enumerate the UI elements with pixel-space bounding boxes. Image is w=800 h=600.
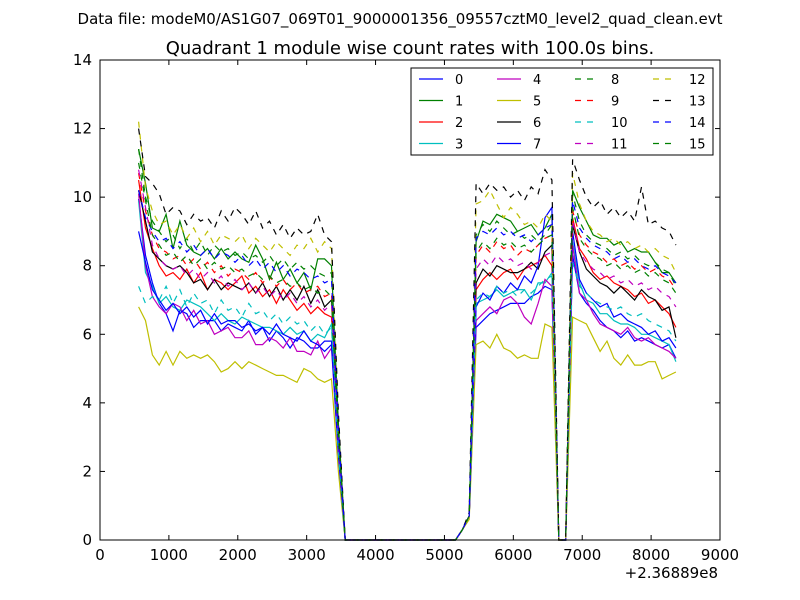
x-tick-label: 2000 [219, 546, 257, 564]
series-line-9 [138, 172, 677, 541]
x-tick-label: 3000 [288, 546, 326, 564]
plot-area: 0 1000 2000 3000 4000 5000 6000 7000 8000 9000 0 2 4… [73, 51, 739, 564]
legend-label-4: 4 [533, 73, 541, 88]
series-line-14 [138, 190, 677, 541]
x-tick-label: 7000 [563, 546, 601, 564]
series-line-12 [138, 121, 677, 541]
series-line-11 [138, 169, 677, 541]
legend-label-2: 2 [455, 116, 463, 131]
legend-label-5: 5 [533, 95, 541, 110]
legend-label-1: 1 [455, 95, 463, 110]
x-tick-label: 0 [95, 546, 105, 564]
legend-label-3: 3 [455, 138, 463, 153]
legend-box [410, 67, 714, 156]
y-tick-label: 2 [82, 462, 92, 480]
axes-frame [99, 59, 721, 541]
x-tick-label: 1000 [150, 546, 188, 564]
series-line-8 [138, 149, 677, 541]
y-tick-label: 6 [82, 325, 92, 343]
series-line-13 [138, 128, 677, 541]
legend-label-9: 9 [611, 95, 619, 110]
y-tick-label: 14 [73, 51, 92, 69]
x-axis-offset-label: +2.36889e8 [625, 564, 718, 582]
legend-label-11: 11 [611, 138, 628, 153]
y-tick-label: 8 [82, 257, 92, 275]
chart-title: Quadrant 1 module wise count rates with … [166, 38, 655, 59]
y-tick-label: 0 [82, 531, 92, 549]
series-line-10 [138, 262, 677, 541]
x-tick-label: 4000 [356, 546, 394, 564]
legend-label-10: 10 [611, 116, 628, 131]
x-tick-label: 5000 [425, 546, 463, 564]
file-suptitle: Data file: modeM0/AS1G07_069T01_90000013… [78, 10, 723, 29]
legend-label-12: 12 [689, 73, 706, 88]
x-tick-label: 9000 [701, 546, 739, 564]
y-tick-label: 10 [73, 188, 92, 206]
legend-label-15: 15 [689, 138, 706, 153]
x-tick-label: 8000 [632, 546, 670, 564]
legend-label-13: 13 [689, 95, 706, 110]
y-tick-label: 12 [73, 120, 92, 138]
y-tick-label: 4 [82, 394, 92, 412]
legend-label-7: 7 [533, 138, 541, 153]
legend-label-6: 6 [533, 116, 541, 131]
legend-label-8: 8 [611, 73, 619, 88]
legend-label-14: 14 [689, 116, 706, 131]
x-tick-label: 6000 [494, 546, 532, 564]
legend-label-0: 0 [455, 73, 463, 88]
